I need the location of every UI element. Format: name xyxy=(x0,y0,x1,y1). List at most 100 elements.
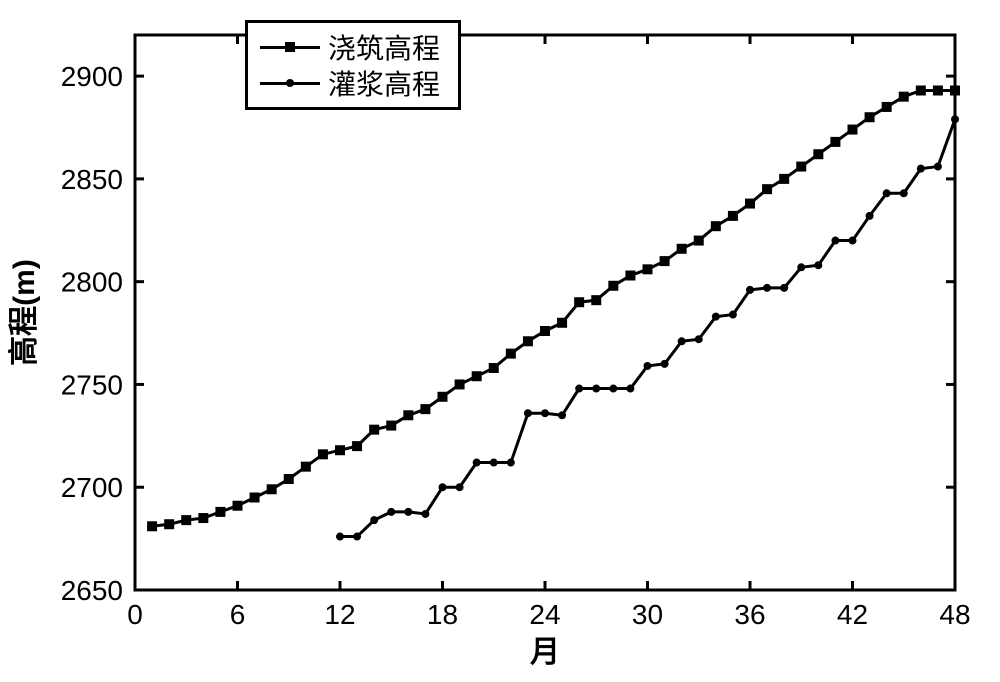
marker-circle xyxy=(849,237,857,245)
circle-marker-icon xyxy=(286,79,294,87)
marker-circle xyxy=(439,483,447,491)
marker-square xyxy=(147,521,157,531)
marker-square xyxy=(643,264,653,274)
marker-square xyxy=(882,102,892,112)
marker-square xyxy=(540,326,550,336)
marker-circle xyxy=(507,459,515,467)
marker-circle xyxy=(524,409,532,417)
marker-square xyxy=(933,86,943,96)
y-tick-label: 2800 xyxy=(61,267,123,298)
x-tick-label: 0 xyxy=(127,599,143,630)
marker-square xyxy=(318,449,328,459)
marker-circle xyxy=(678,337,686,345)
marker-square xyxy=(625,271,635,281)
legend-item: 灌浆高程 xyxy=(260,65,440,101)
marker-circle xyxy=(421,510,429,518)
marker-circle xyxy=(558,411,566,419)
y-axis-label: 高程(m) xyxy=(8,259,41,366)
marker-square xyxy=(916,86,926,96)
marker-circle xyxy=(712,313,720,321)
x-tick-label: 42 xyxy=(837,599,868,630)
marker-square xyxy=(181,515,191,525)
marker-square xyxy=(215,507,225,517)
marker-square xyxy=(250,493,260,503)
marker-square xyxy=(233,501,243,511)
y-tick-label: 2700 xyxy=(61,472,123,503)
marker-circle xyxy=(353,533,361,541)
marker-square xyxy=(267,484,277,494)
marker-square xyxy=(830,137,840,147)
marker-square xyxy=(796,162,806,172)
x-tick-label: 18 xyxy=(427,599,458,630)
marker-square xyxy=(438,392,448,402)
marker-circle xyxy=(575,385,583,393)
marker-square xyxy=(489,363,499,373)
y-tick-label: 2650 xyxy=(61,575,123,606)
legend-line xyxy=(260,46,320,49)
marker-square xyxy=(301,462,311,472)
legend: 浇筑高程灌浆高程 xyxy=(245,20,461,110)
marker-circle xyxy=(780,284,788,292)
marker-square xyxy=(284,474,294,484)
series-line xyxy=(152,91,955,527)
x-tick-label: 12 xyxy=(324,599,355,630)
marker-square xyxy=(677,244,687,254)
x-axis-label: 月 xyxy=(530,636,560,669)
y-tick-label: 2900 xyxy=(61,61,123,92)
marker-square xyxy=(865,112,875,122)
series-line xyxy=(340,119,955,536)
marker-square xyxy=(506,349,516,359)
marker-circle xyxy=(541,409,549,417)
marker-square xyxy=(728,211,738,221)
marker-circle xyxy=(695,335,703,343)
marker-square xyxy=(660,256,670,266)
marker-square xyxy=(420,404,430,414)
square-marker-icon xyxy=(285,42,295,52)
x-tick-label: 6 xyxy=(230,599,246,630)
marker-circle xyxy=(866,212,874,220)
marker-circle xyxy=(473,459,481,467)
legend-label: 灌浆高程 xyxy=(328,63,440,103)
marker-circle xyxy=(883,189,891,197)
legend-label: 浇筑高程 xyxy=(328,27,440,67)
marker-square xyxy=(591,295,601,305)
marker-circle xyxy=(370,516,378,524)
marker-square xyxy=(472,371,482,381)
marker-square xyxy=(198,513,208,523)
marker-square xyxy=(335,445,345,455)
marker-circle xyxy=(661,360,669,368)
marker-square xyxy=(557,318,567,328)
marker-circle xyxy=(609,385,617,393)
marker-circle xyxy=(404,508,412,516)
marker-square xyxy=(352,441,362,451)
y-tick-label: 2750 xyxy=(61,369,123,400)
marker-circle xyxy=(644,362,652,370)
marker-square xyxy=(164,519,174,529)
marker-circle xyxy=(746,286,754,294)
marker-square xyxy=(899,92,909,102)
marker-circle xyxy=(763,284,771,292)
marker-square xyxy=(779,174,789,184)
y-tick-label: 2850 xyxy=(61,164,123,195)
marker-circle xyxy=(387,508,395,516)
marker-square xyxy=(455,379,465,389)
marker-square xyxy=(950,86,960,96)
x-tick-label: 30 xyxy=(632,599,663,630)
chart-container: 0612182430364248265027002750280028502900… xyxy=(0,0,1000,682)
marker-square xyxy=(813,149,823,159)
marker-square xyxy=(574,297,584,307)
chart-svg: 0612182430364248265027002750280028502900… xyxy=(0,0,1000,682)
marker-square xyxy=(523,336,533,346)
x-tick-label: 36 xyxy=(734,599,765,630)
legend-line xyxy=(260,82,320,85)
marker-square xyxy=(848,125,858,135)
marker-square xyxy=(694,236,704,246)
marker-circle xyxy=(797,263,805,271)
marker-circle xyxy=(814,261,822,269)
marker-circle xyxy=(729,311,737,319)
marker-circle xyxy=(626,385,634,393)
marker-circle xyxy=(917,165,925,173)
marker-circle xyxy=(831,237,839,245)
marker-circle xyxy=(336,533,344,541)
marker-circle xyxy=(592,385,600,393)
